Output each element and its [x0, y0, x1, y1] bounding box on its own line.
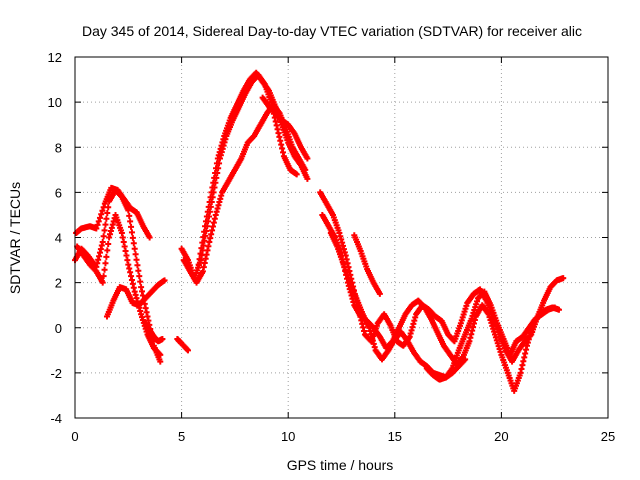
data-point: [157, 358, 164, 365]
data-point: [100, 273, 107, 280]
x-tick-label: 20: [494, 429, 508, 444]
data-point: [99, 279, 106, 286]
y-tick-label: 6: [55, 185, 62, 200]
data-point: [198, 245, 205, 252]
data-point: [102, 260, 109, 267]
series-track-2: [73, 184, 153, 241]
data-point: [555, 306, 562, 313]
series-track-14: [351, 232, 383, 297]
data-point: [94, 221, 101, 228]
data-point: [159, 336, 166, 343]
data-point: [137, 278, 144, 285]
data-point: [376, 290, 383, 297]
data-point: [157, 351, 164, 358]
data-point: [135, 267, 142, 274]
data-point: [200, 234, 207, 241]
data-point: [304, 155, 311, 162]
data-point: [127, 218, 134, 225]
x-tick-label: 25: [601, 429, 615, 444]
data-point: [560, 275, 567, 282]
data-point: [136, 273, 143, 280]
series-track-4: [103, 277, 168, 320]
data-point: [293, 171, 300, 178]
series-track-10: [259, 94, 311, 162]
data-point: [101, 227, 108, 234]
data-point: [201, 228, 208, 235]
data-series: [72, 69, 567, 394]
data-point: [131, 245, 138, 252]
data-point: [195, 261, 202, 268]
series-track-6: [174, 336, 191, 354]
data-point: [99, 239, 106, 246]
data-point: [93, 225, 100, 232]
data-point: [146, 234, 153, 241]
x-tick-label: 15: [388, 429, 402, 444]
y-tick-label: 0: [55, 321, 62, 336]
data-point: [197, 250, 204, 257]
data-point: [462, 356, 469, 363]
data-point: [130, 240, 137, 247]
data-point: [551, 304, 558, 311]
data-point: [196, 256, 203, 263]
data-point: [101, 266, 108, 273]
y-tick-label: 10: [48, 95, 62, 110]
chart-title: Day 345 of 2014, Sidereal Day-to-day VTE…: [82, 23, 582, 39]
data-point: [304, 175, 311, 182]
data-point: [99, 207, 106, 214]
data-point: [133, 256, 140, 263]
data-point: [199, 239, 206, 246]
data-point: [100, 204, 107, 211]
data-point: [184, 347, 191, 354]
y-tick-label: 12: [48, 50, 62, 65]
data-point: [95, 218, 102, 225]
data-point: [96, 214, 103, 221]
data-point: [100, 233, 107, 240]
y-tick-label: -4: [50, 411, 62, 426]
data-point: [134, 262, 141, 269]
x-tick-label: 5: [178, 429, 185, 444]
y-tick-label: 4: [55, 231, 62, 246]
y-tick-label: 8: [55, 140, 62, 155]
y-tick-label: -2: [50, 366, 62, 381]
y-tick-label: 2: [55, 276, 62, 291]
y-axis-label: SDTVAR / TECUs: [7, 182, 23, 294]
data-point: [128, 229, 135, 236]
axis-ticks: 0 5 10 15 20 25 -4 -2 0 2 4 6 8 10 12: [48, 50, 616, 444]
data-point: [129, 234, 136, 241]
data-point: [102, 221, 109, 228]
data-point: [105, 240, 112, 247]
data-point: [104, 247, 111, 254]
series-track-5: [142, 320, 166, 345]
x-axis-label: GPS time / hours: [287, 457, 394, 473]
data-point: [128, 223, 135, 230]
data-point: [104, 210, 111, 217]
x-tick-label: 10: [281, 429, 295, 444]
data-point: [126, 212, 133, 219]
x-tick-label: 0: [71, 429, 78, 444]
data-point: [103, 253, 110, 260]
data-point: [161, 277, 168, 284]
series-track-15: [423, 356, 469, 383]
data-point: [103, 215, 110, 222]
data-point: [98, 211, 105, 218]
data-point: [132, 251, 139, 258]
